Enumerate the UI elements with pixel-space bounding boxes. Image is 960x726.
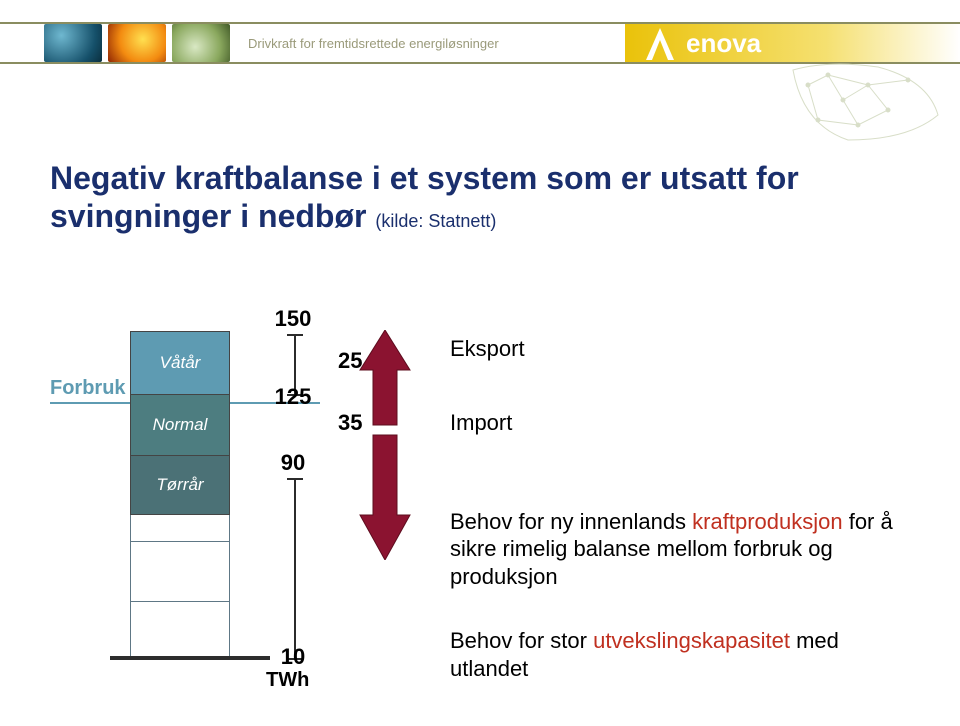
scale-tick-90	[287, 478, 303, 480]
arrows-icon	[350, 330, 420, 560]
header-thumb-earth	[172, 24, 230, 62]
label-import: Import	[450, 410, 512, 436]
forbruk-label: Forbruk	[50, 377, 126, 400]
scale-seg-90-10	[294, 480, 296, 660]
map-decoration	[788, 55, 948, 155]
bar-seg-torrar-label: Tørrår	[156, 475, 203, 495]
slide-title: Negativ kraftbalanse i et system som er …	[50, 160, 930, 236]
text-behov1: Behov for ny innenlands kraftproduksjon …	[450, 508, 900, 591]
text-behov2: Behov for stor utvekslingskapasitet med …	[450, 627, 900, 682]
axis-label-twh: TWh	[266, 669, 309, 692]
scale-num-125: 125	[266, 384, 320, 410]
text-behov1-highlight: kraftproduksjon	[692, 509, 842, 534]
scale-num-90: 90	[266, 450, 320, 476]
scale-axis: 150 125 90 10	[270, 320, 320, 660]
title-line2: svingninger i nedbør	[50, 198, 366, 234]
bar-seg-normal-label: Normal	[153, 415, 208, 435]
bar-seg-normal: Normal	[130, 395, 230, 455]
title-source-note: (kilde: Statnett)	[375, 211, 496, 231]
header-tagline: Drivkraft for fremtidsrettede energiløsn…	[248, 36, 499, 51]
bar-seg-torrar: Tørrår	[130, 455, 230, 515]
scale-num-10: 10	[266, 644, 320, 670]
header-thumb-fire	[108, 24, 166, 62]
logo-text: enova	[686, 28, 762, 58]
header-thumb-water	[44, 24, 102, 62]
chart-area: Forbruk Våtår Normal Tørrår 150 125 90 1…	[50, 260, 910, 700]
title-line1: Negativ kraftbalanse i et system som er …	[50, 160, 799, 196]
bar-seg-vatar-label: Våtår	[160, 353, 201, 373]
scale-num-150: 150	[266, 306, 320, 332]
bar-seg-vatar: Våtår	[130, 331, 230, 395]
scale-tick-150	[287, 334, 303, 336]
text-behov2-highlight: utvekslingskapasitet	[593, 628, 790, 653]
label-eksport: Eksport	[450, 336, 525, 362]
bar-floor	[110, 656, 270, 660]
